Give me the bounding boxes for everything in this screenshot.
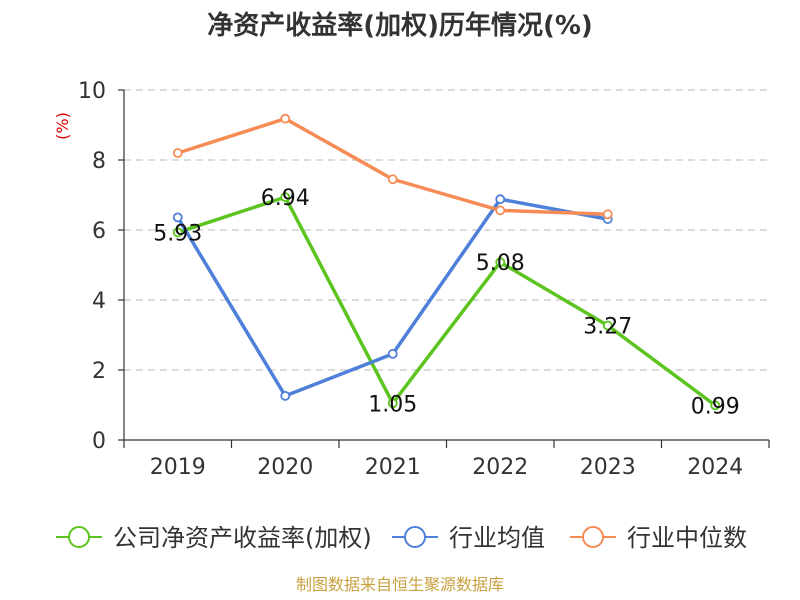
data-point [280, 192, 291, 203]
series-lines [172, 113, 721, 411]
series-line-1 [176, 197, 609, 398]
x-tick-label: 2021 [365, 455, 421, 480]
x-tick-label: 2019 [150, 455, 206, 480]
legend: 公司净资产收益率(加权) 行业均值 行业中位数 [56, 524, 747, 552]
y-tick-label: 0 [92, 429, 106, 454]
series-line-0 [177, 195, 717, 407]
data-point [172, 212, 183, 223]
data-point [495, 257, 506, 268]
x-tick-label: 2024 [687, 455, 743, 480]
data-point [387, 398, 398, 409]
y-tick-label: 2 [92, 359, 106, 384]
y-tick-label: 8 [92, 149, 106, 174]
data-point [387, 174, 398, 185]
series-line-2 [177, 116, 608, 216]
gridlines [124, 89, 769, 371]
legend-label[interactable]: 行业均值 [449, 524, 545, 552]
y-tick-label: 6 [92, 219, 106, 244]
data-point [172, 148, 183, 158]
axes [118, 89, 770, 448]
data-point [280, 390, 291, 401]
data-label: 0.99 [691, 394, 740, 419]
y-unit-label: (%) [53, 112, 72, 140]
data-label: 3.27 [583, 315, 632, 340]
data-point [495, 205, 506, 216]
x-tick-label: 2020 [257, 455, 313, 480]
legend-marker [582, 526, 604, 548]
x-tick-label: 2022 [472, 455, 528, 480]
data-labels: 5.93 6.94 1.05 5.08 3.27 0.99 [153, 186, 739, 419]
data-point [602, 320, 613, 331]
data-point [602, 209, 613, 220]
data-point [387, 348, 398, 359]
data-point [280, 113, 291, 124]
data-label: 1.05 [368, 392, 417, 417]
y-tick-label: 10 [78, 79, 106, 104]
legend-label[interactable]: 公司净资产收益率(加权) [113, 524, 372, 552]
legend-marker [68, 526, 90, 548]
data-label: 6.94 [261, 186, 310, 211]
data-point [172, 227, 183, 238]
y-tick-labels: 0 2 4 6 8 10 [78, 79, 106, 454]
data-label: 5.08 [476, 251, 525, 276]
data-label: 5.93 [153, 221, 202, 246]
source-note: 制图数据来自恒生聚源数据库 [296, 575, 504, 594]
x-tick-label: 2023 [580, 455, 636, 480]
data-point [710, 400, 721, 411]
data-point [495, 194, 506, 205]
x-tick-labels: 2019 2020 2021 2022 2023 2024 [150, 455, 744, 480]
legend-label[interactable]: 行业中位数 [627, 524, 747, 552]
legend-marker [404, 526, 426, 548]
y-tick-label: 4 [92, 289, 106, 314]
chart-title: 净资产收益率(加权)历年情况(%) [207, 10, 593, 41]
